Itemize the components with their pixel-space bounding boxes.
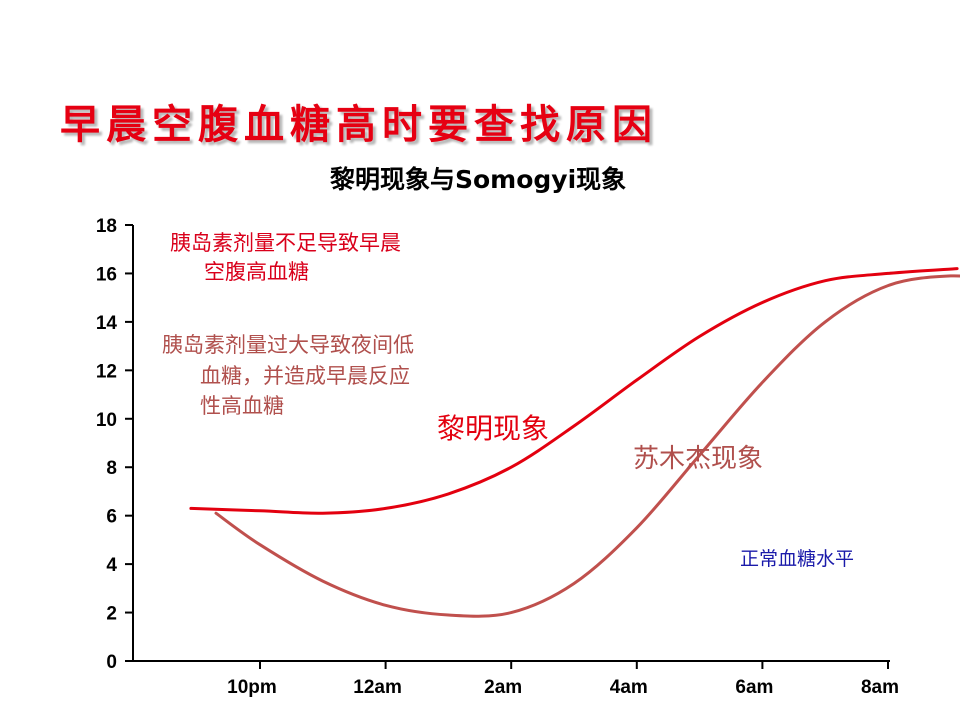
annotation-insulin-high-2: 血糖，并造成早晨反应 [200, 364, 410, 388]
series-label-somogyi: 苏木杰现象 [633, 444, 763, 474]
annotation-insulin-low-1: 胰岛素剂量不足导致早晨 [170, 231, 401, 255]
y-tick-label: 16 [96, 264, 117, 285]
y-tick-label: 14 [96, 313, 118, 334]
x-tick-label: 12am [353, 677, 402, 698]
y-tick-label: 8 [106, 458, 117, 479]
page-title: 早晨空腹血糖高时要查找原因 [60, 101, 658, 148]
annotation-insulin-high-3: 性高血糖 [200, 394, 284, 418]
chart-subtitle: 黎明现象与Somogyi现象 [330, 165, 627, 194]
y-tick-label: 4 [106, 555, 117, 576]
series-line-dawn [189, 267, 959, 515]
y-tick-label: 0 [106, 652, 117, 673]
x-tick-label: 4am [610, 677, 648, 698]
annotation-insulin-high-1: 胰岛素剂量过大导致夜间低 [162, 333, 414, 357]
y-tick-label: 6 [106, 507, 117, 528]
x-tick-label: 6am [735, 677, 773, 698]
annotation-insulin-low-2: 空腹高血糖 [204, 260, 309, 284]
y-tick-label: 12 [96, 361, 117, 382]
series-label-dawn: 黎明现象 [437, 412, 549, 445]
y-tick-label: 2 [106, 604, 117, 625]
chart-axes: 0 2 4 6 8 10 12 14 16 18 10pm 12am 2am 4am 6am 8am [96, 216, 899, 698]
y-tick-label: 10 [96, 410, 117, 431]
x-tick-label: 10pm [227, 677, 277, 698]
x-tick-label: 8am [861, 677, 899, 698]
series-line-somogyi [214, 274, 960, 618]
chart-series [189, 267, 960, 618]
x-tick-label: 2am [484, 677, 522, 698]
y-tick-label: 18 [96, 216, 117, 237]
normal-level-label: 正常血糖水平 [740, 548, 854, 570]
